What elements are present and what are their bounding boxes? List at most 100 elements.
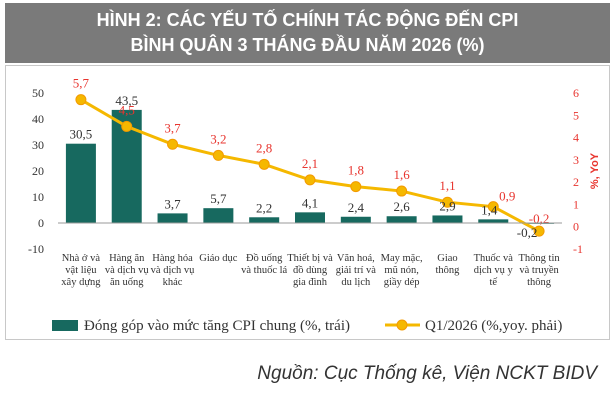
yoy-data-label: -0,2 (529, 211, 550, 226)
category-label-line: Đồ uống (246, 253, 283, 264)
bar (478, 219, 509, 223)
category-label-line: mũ nón, (384, 265, 418, 276)
bar (432, 215, 463, 223)
figure-title-line2: BÌNH QUÂN 3 THÁNG ĐẦU NĂM 2026 (%) (130, 35, 485, 55)
yoy-point (441, 196, 453, 208)
category-label-line: Thuốc và (474, 253, 514, 264)
category-label-line: Giao (437, 253, 457, 264)
category-label: Văn hoá, giải trí và du lịch (336, 253, 377, 288)
right-axis-tick-label: 3 (573, 153, 579, 167)
category-label-line: giải trí và (336, 265, 377, 276)
bar (295, 212, 325, 223)
category-label: Đồ uống và thuốc lá (241, 253, 287, 276)
bar (249, 217, 280, 223)
category-label-line: thông (435, 265, 460, 276)
bar-data-label: 5,7 (210, 191, 227, 206)
category-label-line: Nhà ở và (62, 253, 101, 264)
category-label: Nhà ở và vật liệu xây dựng (61, 253, 101, 288)
bar (340, 216, 371, 223)
yoy-data-label: 1,6 (394, 167, 411, 182)
yoy-data-label: 2,8 (256, 140, 272, 155)
category-label-line: Thông tin (519, 253, 561, 264)
yoy-point (396, 185, 408, 197)
yoy-data-label: 4,5 (119, 102, 135, 117)
category-label-line: giầy dép (384, 277, 420, 288)
category-label-line: Hàng hóa (152, 253, 193, 264)
yoy-point (167, 138, 179, 150)
yoy-data-label: 2,1 (302, 156, 318, 171)
yoy-point (533, 225, 545, 237)
yoy-data-label: 3,7 (164, 120, 181, 135)
right-axis-tick-label: 1 (573, 197, 579, 211)
category-label: Thiết bị và đồ dùng gia đình (287, 253, 333, 288)
bar-data-label: 1,4 (481, 202, 498, 217)
bar (157, 213, 188, 223)
right-axis-tick-label: 4 (573, 131, 579, 145)
category-label-line: du lịch (341, 277, 371, 288)
yoy-point (258, 158, 270, 170)
category-label-line: xây dựng (61, 277, 101, 288)
bar (203, 208, 234, 223)
category-label-line: và dịch vụ (151, 265, 195, 276)
right-axis-title: %, YoY (589, 152, 601, 189)
bar (386, 216, 417, 223)
yoy-data-label: 1,1 (439, 178, 455, 193)
category-label-line: và thuốc lá (241, 265, 287, 276)
bar-data-label: 43,5 (115, 93, 138, 108)
category-label-line: dịch vụ y (474, 265, 514, 276)
legend-bar-swatch (52, 320, 78, 331)
category-label-line: Thiết bị và (287, 253, 333, 264)
right-axis-tick-label: -1 (573, 242, 583, 256)
yoy-point (350, 181, 362, 193)
right-axis-tick-label: 6 (573, 86, 579, 100)
category-label-line: ăn uống (110, 277, 144, 288)
category-label: Giáo dục (199, 253, 238, 264)
category-label-line: gia đình (293, 277, 328, 288)
bar-data-label: 2,2 (256, 200, 272, 215)
category-label-line: khác (163, 277, 183, 288)
category-label-line: May mặc, (381, 253, 423, 264)
figure-title-band: HÌNH 2: CÁC YẾU TỐ CHÍNH TÁC ĐỘNG ĐẾN CP… (5, 3, 610, 63)
category-label-line: Văn hoá, (337, 253, 375, 264)
yoy-point (487, 201, 499, 213)
legend-line-marker (396, 319, 408, 331)
bar-data-label: 2,6 (394, 199, 411, 214)
bar-data-label: 2,9 (439, 198, 455, 213)
category-label: Hàng ăn và dịch vụ ăn uống (105, 253, 149, 288)
bar-data-label: 2,4 (348, 200, 365, 215)
left-axis-tick-label: 30 (32, 138, 44, 152)
category-label-line: thông (527, 277, 552, 288)
chart-frame (5, 65, 610, 340)
category-label: Thông tin và truyền thông (519, 253, 561, 288)
bar-data-label: 30,5 (70, 127, 93, 142)
left-axis-tick-label: 20 (32, 164, 44, 178)
left-axis-tick-label: 10 (32, 190, 44, 204)
left-axis-tick-label: 40 (32, 112, 44, 126)
right-axis-tick-label: 0 (573, 220, 579, 234)
bar (65, 143, 96, 223)
legend-bar-label: Đóng góp vào mức tăng CPI chung (%, trái… (84, 318, 350, 334)
yoy-point (212, 149, 224, 161)
yoy-data-label: 3,2 (210, 131, 226, 146)
combo-chart: 30,5 43,5 3,7 5,7 2,2 4,1 2,4 2,6 2,9 1,4 -0,2 5,7 4… (28, 76, 601, 334)
legend-line-label: Q1/2026 (%,yoy. phải) (425, 318, 562, 334)
figure-title-line1: HÌNH 2: CÁC YẾU TỐ CHÍNH TÁC ĐỘNG ĐẾN CP… (96, 10, 519, 30)
yoy-data-label: 0,9 (499, 189, 515, 204)
category-label: Thuốc và dịch vụ y tế (474, 253, 514, 288)
category-label-line: vật liệu (65, 265, 97, 276)
yoy-point (304, 174, 316, 186)
category-label-line: tế (489, 277, 497, 288)
category-label: May mặc, mũ nón, giầy dép (381, 253, 423, 288)
category-label-line: Giáo dục (199, 253, 238, 264)
bar-data-label: 4,1 (302, 195, 318, 210)
category-label-line: Hàng ăn (109, 253, 145, 264)
bar-data-label: 3,7 (164, 196, 181, 211)
category-label: Giao thông (435, 253, 460, 276)
category-label-line: đồ dùng (293, 265, 328, 276)
yoy-data-label: 5,7 (73, 76, 90, 91)
left-axis-tick-label: 50 (32, 86, 44, 100)
left-axis-tick-label: 0 (38, 216, 44, 230)
right-axis-tick-label: 2 (573, 175, 579, 189)
category-label-line: và truyền (519, 265, 559, 276)
right-axis-tick-label: 5 (573, 108, 579, 122)
